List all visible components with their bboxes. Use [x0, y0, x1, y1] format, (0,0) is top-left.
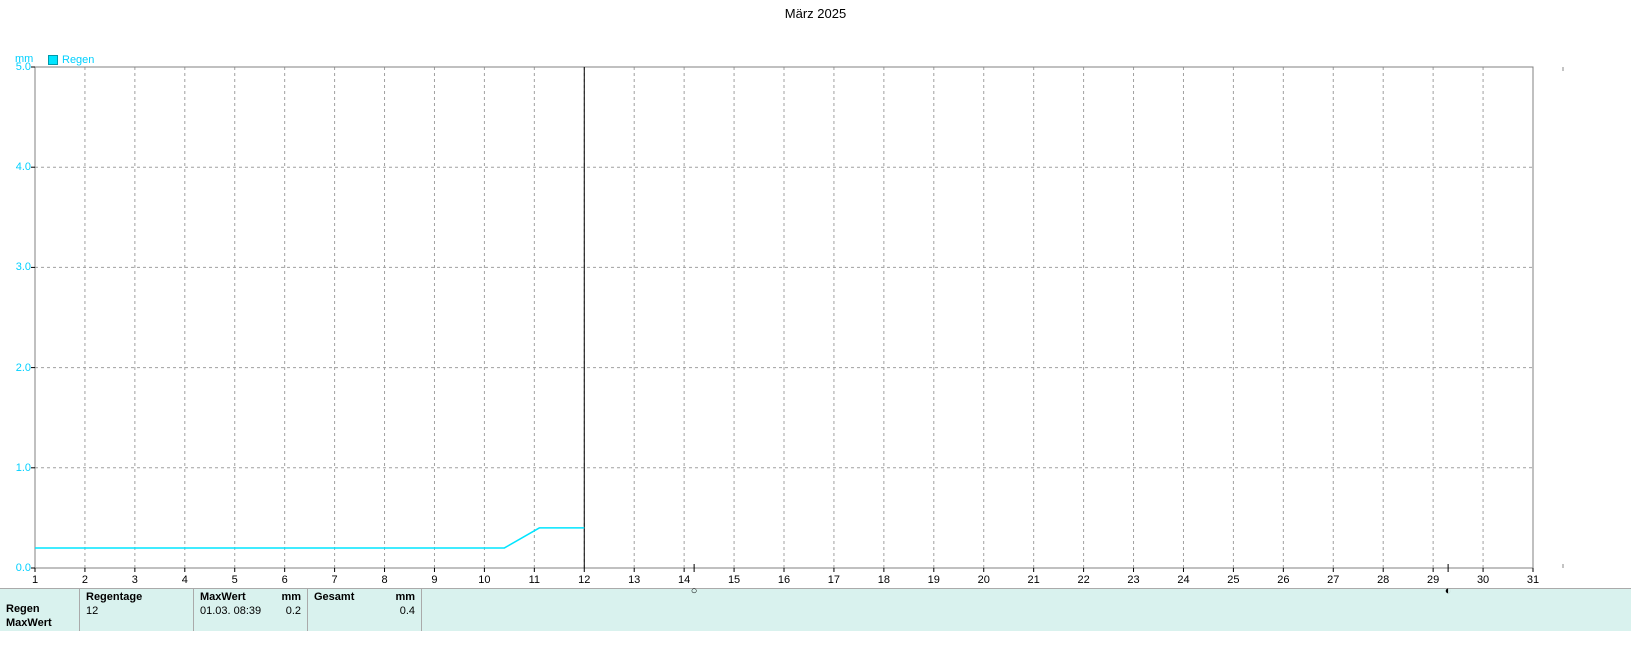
stats-col-head: Regentage — [86, 591, 142, 605]
y-tick-label: 1.0 — [3, 462, 31, 474]
x-tick-label: 22 — [1077, 574, 1089, 586]
x-tick-label: 14 — [678, 574, 690, 586]
chart-area: mm Regen 0.01.02.03.04.05.01234567891011… — [0, 23, 1631, 588]
y-tick-label: 5.0 — [3, 61, 31, 73]
x-tick-label: 2 — [82, 574, 88, 586]
x-tick-label: 10 — [478, 574, 490, 586]
x-tick-label: 16 — [778, 574, 790, 586]
stats-value-right: 0.4 — [400, 605, 415, 619]
x-tick-label: 24 — [1177, 574, 1189, 586]
x-tick-label: 26 — [1277, 574, 1289, 586]
x-tick-label: 6 — [282, 574, 288, 586]
stats-value-right: 0.2 — [286, 605, 301, 619]
x-tick-label: 15 — [728, 574, 740, 586]
x-tick-label: 12 — [578, 574, 590, 586]
stats-value-left: 01.03. 08:39 — [200, 605, 261, 619]
stats-row-label-regen: Regen — [6, 603, 73, 617]
x-tick-label: 30 — [1477, 574, 1489, 586]
x-tick-label: 1 — [32, 574, 38, 586]
x-tick-label: 9 — [431, 574, 437, 586]
moon-phase-icon: ◐ — [1445, 585, 1452, 597]
x-tick-label: 4 — [182, 574, 188, 586]
x-tick-label: 7 — [332, 574, 338, 586]
chart-title: März 2025 — [0, 0, 1631, 23]
x-tick-label: 19 — [928, 574, 940, 586]
moon-phase-icon: ○ — [691, 585, 698, 597]
x-tick-label: 11 — [529, 574, 540, 586]
x-tick-label: 31 — [1527, 574, 1539, 586]
stats-col-head: Gesamt — [314, 591, 354, 605]
x-tick-label: 20 — [978, 574, 990, 586]
x-tick-label: 27 — [1327, 574, 1339, 586]
chart-plot — [0, 23, 1593, 573]
stats-row-label-maxwert: MaxWert — [6, 617, 73, 631]
stats-col-unit: mm — [395, 591, 415, 605]
stats-col-head: MaxWert — [200, 591, 246, 605]
x-tick-label: 5 — [232, 574, 238, 586]
x-tick-label: 25 — [1227, 574, 1239, 586]
x-tick-label: 18 — [878, 574, 890, 586]
stats-cell: Gesamt mm0.4 — [308, 589, 422, 631]
x-tick-label: 17 — [828, 574, 840, 586]
x-tick-label: 21 — [1028, 574, 1040, 586]
y-tick-label: 3.0 — [3, 261, 31, 273]
stats-row-labels: Regen MaxWert — [0, 589, 80, 631]
x-tick-label: 23 — [1127, 574, 1139, 586]
x-tick-label: 3 — [132, 574, 138, 586]
y-tick-label: 4.0 — [3, 161, 31, 173]
stats-col-unit: mm — [281, 591, 301, 605]
x-tick-label: 13 — [628, 574, 640, 586]
stats-cell: MaxWert mm 01.03. 08:39 0.2 — [194, 589, 308, 631]
y-tick-label: 0.0 — [3, 562, 31, 574]
x-tick-label: 29 — [1427, 574, 1439, 586]
x-tick-label: 28 — [1377, 574, 1389, 586]
stats-cell: Regentage12 — [80, 589, 194, 631]
y-tick-label: 2.0 — [3, 362, 31, 374]
stats-bar: Regen MaxWert Regentage12 MaxWert mm 01.03.… — [0, 588, 1631, 631]
stats-value-left: 12 — [86, 605, 98, 619]
x-tick-label: 8 — [381, 574, 387, 586]
